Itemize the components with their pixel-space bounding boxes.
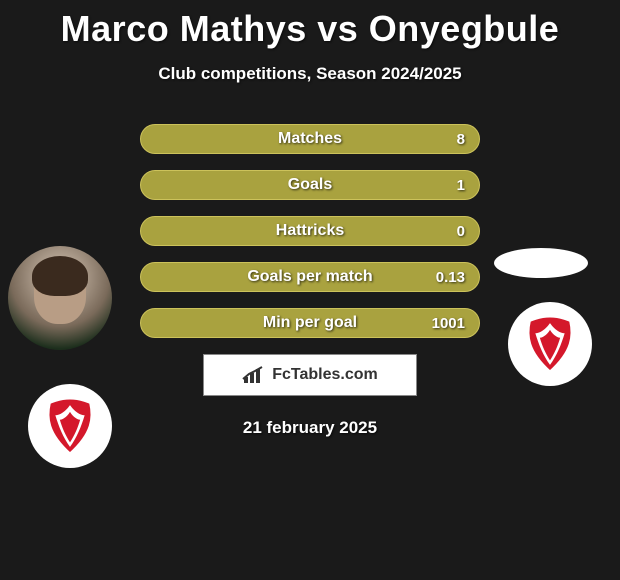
stat-label: Goals per match xyxy=(247,268,372,286)
stat-label: Min per goal xyxy=(263,314,357,332)
stat-label: Goals xyxy=(288,176,332,194)
stat-value: 8 xyxy=(457,131,465,148)
page-title: Marco Mathys vs Onyegbule xyxy=(0,0,620,50)
stat-bar-goals-per-match: Goals per match 0.13 xyxy=(140,262,480,292)
brand-box[interactable]: FcTables.com xyxy=(203,354,417,396)
shield-icon xyxy=(41,395,99,457)
team-left-badge xyxy=(28,384,112,468)
shield-icon xyxy=(521,313,579,375)
subtitle: Club competitions, Season 2024/2025 xyxy=(0,64,620,84)
stat-bar-min-per-goal: Min per goal 1001 xyxy=(140,308,480,338)
stat-value: 0.13 xyxy=(436,269,465,286)
player-right-avatar xyxy=(494,248,588,278)
stat-bar-goals: Goals 1 xyxy=(140,170,480,200)
brand-label: FcTables.com xyxy=(272,366,378,384)
stat-value: 1001 xyxy=(432,315,465,332)
stat-label: Matches xyxy=(278,130,342,148)
team-right-badge xyxy=(508,302,592,386)
stat-bar-matches: Matches 8 xyxy=(140,124,480,154)
stat-bar-hattricks: Hattricks 0 xyxy=(140,216,480,246)
player-left-avatar xyxy=(8,246,112,350)
stat-value: 1 xyxy=(457,177,465,194)
stat-value: 0 xyxy=(457,223,465,240)
stat-label: Hattricks xyxy=(276,222,344,240)
chart-icon xyxy=(242,365,266,385)
stats-container: Matches 8 Goals 1 Hattricks 0 Goals per … xyxy=(0,124,620,438)
